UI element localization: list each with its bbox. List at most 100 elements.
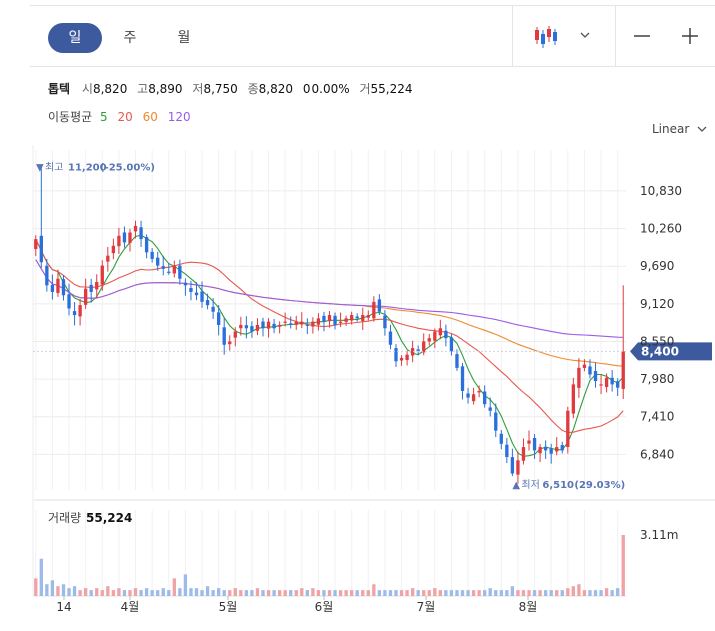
ma-legend-60[interactable]: 60 [142,110,158,124]
candle-body [172,265,176,274]
candle [599,374,603,395]
volume-bar [355,590,359,596]
volume-bar [604,588,609,596]
volume-bar [510,586,515,596]
tab-week[interactable]: 주 [123,30,137,46]
volume-bar [261,590,265,596]
candle-body [283,321,287,323]
candle-body [311,321,315,327]
stock-name: 톱텍 [48,82,71,96]
candle [399,355,404,366]
x-tick-label: 4월 [121,600,140,614]
candle [505,437,509,464]
volume-bar [560,590,564,596]
candle-body [244,325,249,329]
volume-bar [205,586,210,596]
candle [305,318,309,335]
candle [322,311,326,332]
plus-icon [682,28,698,44]
ma-20-line [35,238,624,434]
zoom-out-button[interactable] [630,21,654,51]
volume-bar [477,590,481,596]
candle-body [621,351,625,389]
candle [100,260,104,291]
candle [39,166,43,268]
tab-month[interactable]: 월 [177,30,191,46]
candle [261,317,265,337]
candle [194,282,199,301]
candle-body [189,288,193,292]
tab-day[interactable]: 일 [48,23,102,53]
candle-body [305,324,309,326]
candle [294,315,298,330]
volume-bar [488,588,492,596]
candle-body [133,225,138,232]
ma-legend-120[interactable]: 120 [167,110,191,124]
candle-body [488,407,492,411]
candle-body [471,394,476,402]
candle [67,283,71,316]
ma-legend-5[interactable]: 5 [100,110,108,124]
candle-body [477,390,481,393]
candle [560,441,564,454]
volume-bar [471,590,476,596]
candle [272,318,276,334]
chevron-down-icon [697,126,707,132]
volume-bar [83,588,88,596]
candle [361,307,365,330]
candle [228,335,232,351]
scale-selector[interactable]: Linear [652,122,707,136]
candle-body [383,315,387,329]
volume-bar [100,590,104,596]
open-label: 시 [81,82,93,96]
candle [45,258,49,292]
candle-body [388,331,393,345]
candle-body [405,354,409,361]
candle-body [604,377,609,388]
candle-body [233,331,237,338]
candle [405,350,409,366]
volume-bar [56,586,60,596]
candle-body [610,377,614,385]
volume-bar [438,590,443,596]
volume-bar [255,588,260,596]
volume-bar [366,590,370,596]
volume-bar [588,590,592,596]
volume-bar [394,590,398,596]
high-annotation-label: 최고 [45,162,63,174]
candle [117,227,121,254]
candle-body [466,393,470,398]
y-tick-label: 10,260 [640,222,682,236]
candle-body [521,447,526,461]
chart-type-button[interactable] [530,21,590,53]
candle-body [555,447,559,452]
candle-body [577,367,581,388]
candle-body [582,364,587,368]
volume-bar [39,558,43,596]
low-annotation-label: 최저 [521,479,539,491]
volume-bar [211,590,215,596]
candle [483,385,487,408]
volume-bar [410,588,415,596]
ma-legend-20[interactable]: 20 [117,110,133,124]
candle-body [499,433,503,444]
volume-bar [383,590,387,596]
candle-body [549,448,553,454]
high-annotation-arrow: ▼ [36,163,44,174]
candle [144,234,149,259]
candle-body [255,324,260,331]
candle [377,294,382,316]
candle [366,310,370,321]
candle-body [222,327,226,345]
candle [78,299,82,326]
volume-bar [327,590,332,596]
volume-bar [538,590,542,596]
candle [449,334,454,356]
zoom-in-button[interactable] [678,21,702,51]
candle-body [433,331,437,341]
candle-body [416,349,420,352]
candle [56,269,60,297]
volume-bar [78,590,82,596]
candle [205,293,210,310]
